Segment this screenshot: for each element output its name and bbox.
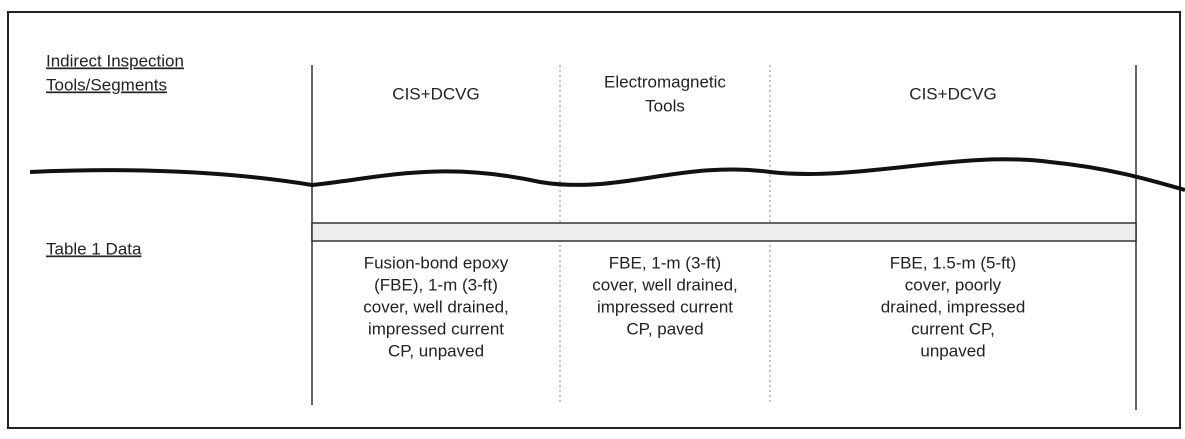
segment-data: current CP, [911, 319, 995, 338]
tool-label: Tools [645, 96, 685, 115]
segment-data: (FBE), 1-m (3-ft) [374, 275, 498, 294]
segment-data: impressed current [597, 297, 733, 316]
tool-label: CIS+DCVG [392, 84, 479, 103]
frame [7, 11, 1181, 429]
segment-bar [311, 222, 1137, 242]
segment-data: CP, paved [626, 319, 703, 338]
pipeline [29, 157, 1185, 192]
segment-data: CP, unpaved [388, 341, 484, 360]
header: Indirect Inspection [46, 51, 184, 70]
segment-data: unpaved [920, 341, 985, 360]
segment-data: impressed current [368, 319, 504, 338]
segment-data: FBE, 1.5-m (5-ft) [890, 253, 1017, 272]
tool-label: CIS+DCVG [909, 84, 996, 103]
segment-data: cover, well drained, [592, 275, 738, 294]
header: Tools/Segments [46, 75, 167, 94]
segment-data: drained, impressed [881, 297, 1026, 316]
row-label: Table 1 Data [46, 239, 142, 258]
segment-data: cover, poorly [905, 275, 1002, 294]
tool-label: Electromagnetic [604, 72, 726, 91]
segment-data: FBE, 1-m (3-ft) [609, 253, 721, 272]
segment-data: cover, well drained, [363, 297, 509, 316]
segment-data: Fusion-bond epoxy [364, 253, 509, 272]
